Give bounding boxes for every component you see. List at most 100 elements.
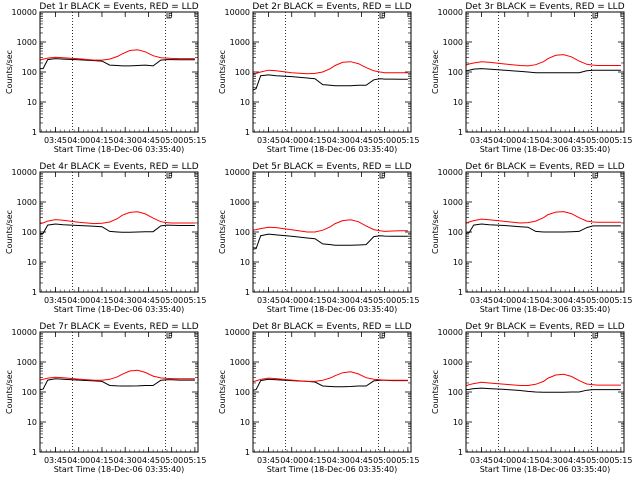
y-tick-label: 10 (453, 418, 463, 427)
corner-marker-label: E (381, 332, 385, 340)
y-tick-label: 10000 (225, 328, 250, 337)
corner-marker-label: E (168, 332, 172, 340)
y-axis-label: Counts/sec (431, 50, 440, 94)
x-tick-label: 03:45 (257, 456, 280, 465)
panel-title: Det 5r BLACK = Events, RED = LLD (252, 162, 411, 172)
series-line-lld (252, 371, 408, 383)
y-axis-label: Counts/sec (5, 370, 14, 414)
y-tick-label: 1000 (443, 358, 463, 367)
plot-frame (39, 171, 199, 293)
x-tick-label: 03:45 (257, 136, 280, 145)
x-tick-label: 04:45 (350, 296, 373, 305)
x-tick-label: 04:15 (90, 136, 113, 145)
y-tick-label: 1 (245, 448, 250, 457)
x-tick-label: 04:15 (303, 296, 326, 305)
series-line-lld (465, 373, 621, 387)
plot-frame (465, 171, 625, 293)
y-tick-label: 1000 (17, 38, 37, 47)
y-axis-label: Counts/sec (218, 370, 227, 414)
x-tick-label: 03:45 (44, 456, 67, 465)
series-line-events (252, 378, 408, 391)
x-tick-label: 04:45 (137, 136, 160, 145)
series-line-lld (465, 54, 621, 67)
x-tick-label: 05:15 (183, 136, 206, 145)
series-line-lld (465, 211, 621, 224)
y-tick-label: 1000 (443, 38, 463, 47)
x-tick-label: 04:00 (67, 296, 90, 305)
x-tick-label: 04:00 (280, 296, 303, 305)
panel-title: Det 3r BLACK = Events, RED = LLD (465, 2, 624, 12)
series-line-lld (39, 211, 195, 225)
corner-bracket (379, 173, 385, 179)
x-tick-label: 04:15 (516, 456, 539, 465)
plot-frame (39, 331, 199, 453)
panel-title: Det 6r BLACK = Events, RED = LLD (465, 162, 624, 172)
corner-marker-label: E (594, 332, 598, 340)
x-tick-label: 05:00 (160, 296, 183, 305)
corner-marker-label: E (381, 172, 385, 180)
y-tick-label: 1 (458, 288, 463, 297)
x-tick-label: 04:30 (327, 296, 350, 305)
x-tick-label: 05:00 (373, 456, 396, 465)
x-tick-label: 05:15 (183, 456, 206, 465)
x-tick-label: 04:15 (303, 136, 326, 145)
x-tick-label: 04:45 (563, 456, 586, 465)
series-line-lld (252, 219, 408, 233)
x-axis-label: Start Time (18-Dec-06 03:35:40) (267, 465, 398, 474)
y-tick-label: 10000 (225, 8, 250, 17)
x-tick-label: 03:45 (470, 136, 493, 145)
corner-bracket (166, 13, 172, 19)
x-tick-label: 04:45 (563, 136, 586, 145)
corner-marker-label: E (594, 172, 598, 180)
y-tick-label: 100 (448, 68, 463, 77)
x-tick-label: 04:45 (563, 296, 586, 305)
x-tick-label: 04:00 (493, 136, 516, 145)
corner-bracket (379, 333, 385, 339)
x-tick-label: 04:30 (540, 456, 563, 465)
series-line-events (39, 223, 195, 235)
x-tick-label: 03:45 (470, 456, 493, 465)
x-axis-label: Start Time (18-Dec-06 03:35:40) (267, 145, 398, 154)
y-axis-label: Counts/sec (218, 210, 227, 254)
y-tick-label: 10000 (438, 168, 463, 177)
y-tick-label: 10 (453, 98, 463, 107)
plot-frame (252, 331, 412, 453)
x-tick-label: 05:00 (586, 456, 609, 465)
y-tick-label: 10000 (12, 8, 37, 17)
y-tick-label: 10000 (225, 168, 250, 177)
x-tick-label: 04:30 (327, 456, 350, 465)
y-axis-label: Counts/sec (218, 50, 227, 94)
x-tick-label: 04:30 (327, 136, 350, 145)
x-tick-label: 05:15 (396, 136, 419, 145)
series-line-events (465, 223, 621, 234)
x-tick-label: 05:15 (396, 296, 419, 305)
x-axis-label: Start Time (18-Dec-06 03:35:40) (480, 305, 611, 314)
x-tick-label: 04:30 (114, 456, 137, 465)
y-tick-label: 100 (448, 228, 463, 237)
x-tick-label: 04:00 (280, 136, 303, 145)
series-line-lld (252, 61, 408, 75)
y-tick-label: 100 (448, 388, 463, 397)
x-tick-label: 05:15 (609, 456, 632, 465)
x-tick-label: 04:15 (90, 456, 113, 465)
corner-marker-label: E (594, 12, 598, 20)
y-tick-label: 100 (22, 68, 37, 77)
x-tick-label: 05:15 (609, 136, 632, 145)
x-tick-label: 04:30 (540, 136, 563, 145)
panel-title: Det 2r BLACK = Events, RED = LLD (252, 2, 411, 12)
y-tick-label: 1 (245, 288, 250, 297)
y-tick-label: 10000 (12, 328, 37, 337)
y-axis-label: Counts/sec (5, 210, 14, 254)
x-tick-label: 04:30 (114, 296, 137, 305)
x-tick-label: 03:45 (44, 136, 67, 145)
y-axis-label: Counts/sec (5, 50, 14, 94)
x-tick-label: 04:45 (137, 296, 160, 305)
x-tick-label: 04:45 (350, 136, 373, 145)
x-tick-label: 05:15 (609, 296, 632, 305)
x-axis-label: Start Time (18-Dec-06 03:35:40) (54, 145, 185, 154)
